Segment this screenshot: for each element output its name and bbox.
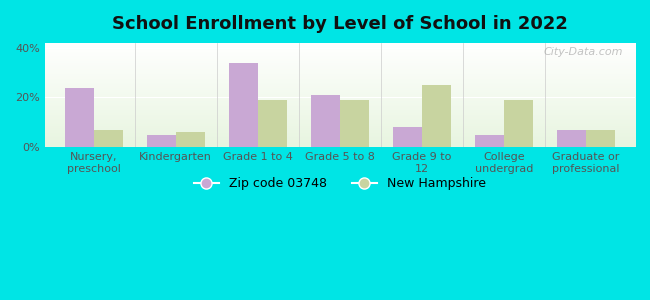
Bar <box>258 100 287 147</box>
Bar <box>586 130 614 147</box>
Title: School Enrollment by Level of School in 2022: School Enrollment by Level of School in … <box>112 15 567 33</box>
Bar <box>557 130 586 147</box>
Bar <box>94 130 122 147</box>
Bar <box>393 127 422 147</box>
Bar <box>422 85 450 147</box>
Bar <box>504 100 532 147</box>
Bar <box>176 132 205 147</box>
Text: City-Data.com: City-Data.com <box>543 47 623 57</box>
Bar <box>475 135 504 147</box>
Bar <box>65 88 94 147</box>
Legend: Zip code 03748, New Hampshire: Zip code 03748, New Hampshire <box>188 172 491 195</box>
Bar <box>147 135 176 147</box>
Bar <box>229 63 258 147</box>
Bar <box>311 95 340 147</box>
Bar <box>340 100 369 147</box>
